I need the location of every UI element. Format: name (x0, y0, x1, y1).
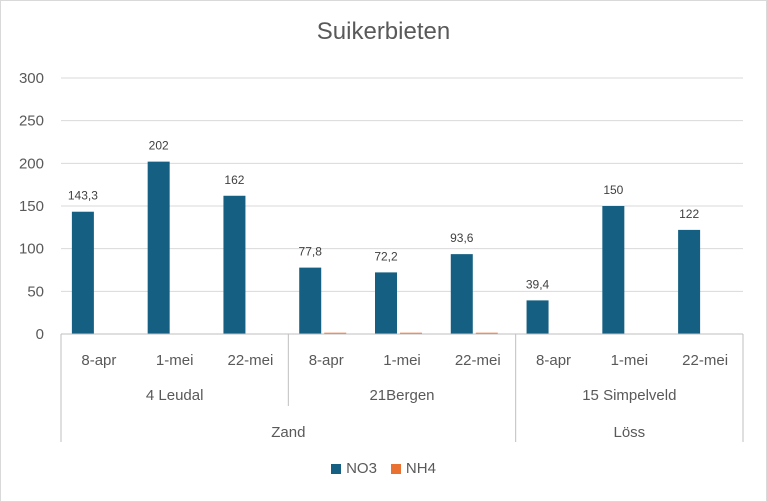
x-tick-label: 8-apr (81, 352, 116, 369)
data-label: 143,3 (68, 189, 98, 203)
site-label: 15 Simpelveld (582, 387, 676, 404)
data-label: 122 (679, 207, 699, 221)
bar-no3 (526, 300, 549, 334)
bar-no3 (678, 229, 701, 334)
legend-swatch-no3 (331, 463, 342, 474)
data-label: 39,4 (526, 277, 550, 291)
bar-no3 (450, 254, 473, 334)
bar-nh4 (324, 332, 347, 334)
legend: NO3 NH4 (0, 460, 767, 477)
x-tick-label: 22-mei (228, 352, 274, 369)
legend-item-nh4: NH4 (390, 460, 436, 477)
data-label: 77,8 (299, 245, 323, 259)
bar-no3 (147, 161, 170, 334)
y-tick-label: 50 (27, 283, 44, 300)
x-tick-label: 8-apr (309, 352, 344, 369)
x-tick-label: 22-mei (455, 352, 501, 369)
legend-item-no3: NO3 (331, 460, 377, 477)
group-label: Zand (271, 424, 305, 441)
site-label: 21Bergen (369, 387, 434, 404)
x-tick-label: 1-mei (383, 352, 421, 369)
data-label: 72,2 (374, 249, 398, 263)
bar-nh4 (400, 332, 422, 334)
bar-no3 (223, 195, 246, 334)
site-label: 4 Leudal (146, 387, 204, 404)
y-tick-label: 100 (19, 241, 44, 258)
x-tick-label: 1-mei (611, 352, 649, 369)
chart-title: Suikerbieten (316, 18, 451, 45)
y-tick-label: 0 (36, 326, 44, 343)
y-tick-label: 250 (19, 113, 44, 130)
bar-no3 (71, 211, 94, 334)
bar-no3 (299, 267, 322, 334)
data-label: 150 (603, 183, 623, 197)
group-label: Löss (613, 424, 645, 441)
bar-nh4 (475, 332, 498, 334)
y-tick-label: 300 (19, 70, 44, 87)
x-tick-label: 8-apr (536, 352, 571, 369)
bar-no3 (375, 272, 397, 334)
bar-no3 (602, 206, 625, 334)
y-tick-label: 200 (19, 155, 44, 172)
data-label: 202 (149, 139, 169, 153)
legend-label-no3: NO3 (346, 460, 377, 477)
data-label: 93,6 (450, 231, 474, 245)
legend-swatch-nh4 (390, 463, 401, 474)
legend-label-nh4: NH4 (405, 460, 436, 477)
data-label: 162 (224, 173, 244, 187)
x-tick-label: 1-mei (156, 352, 194, 369)
x-tick-label: 22-mei (682, 352, 728, 369)
y-tick-label: 150 (19, 198, 44, 215)
